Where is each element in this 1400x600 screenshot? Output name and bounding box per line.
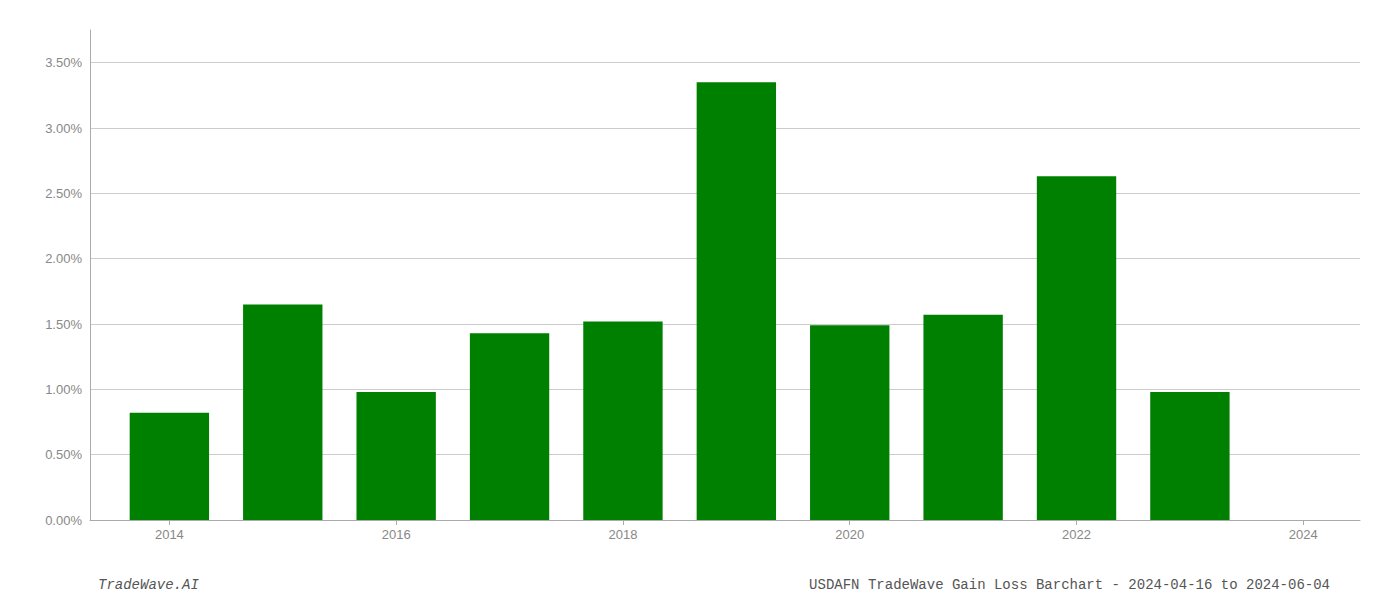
svg-text:USDAFN TradeWave Gain Loss Bar: USDAFN TradeWave Gain Loss Barchart - 20…	[809, 577, 1330, 593]
svg-text:3.50%: 3.50%	[45, 55, 82, 70]
svg-text:3.00%: 3.00%	[45, 121, 82, 136]
svg-text:0.00%: 0.00%	[45, 513, 82, 528]
svg-text:2024: 2024	[1289, 527, 1318, 542]
svg-text:2.50%: 2.50%	[45, 186, 82, 201]
svg-text:2018: 2018	[608, 527, 637, 542]
svg-text:TradeWave.AI: TradeWave.AI	[98, 577, 199, 593]
svg-text:1.50%: 1.50%	[45, 317, 82, 332]
svg-text:2014: 2014	[155, 527, 184, 542]
svg-text:2020: 2020	[835, 527, 864, 542]
svg-text:2016: 2016	[382, 527, 411, 542]
svg-text:2.00%: 2.00%	[45, 251, 82, 266]
svg-text:0.50%: 0.50%	[45, 447, 82, 462]
svg-text:2022: 2022	[1062, 527, 1091, 542]
svg-text:1.00%: 1.00%	[45, 382, 82, 397]
